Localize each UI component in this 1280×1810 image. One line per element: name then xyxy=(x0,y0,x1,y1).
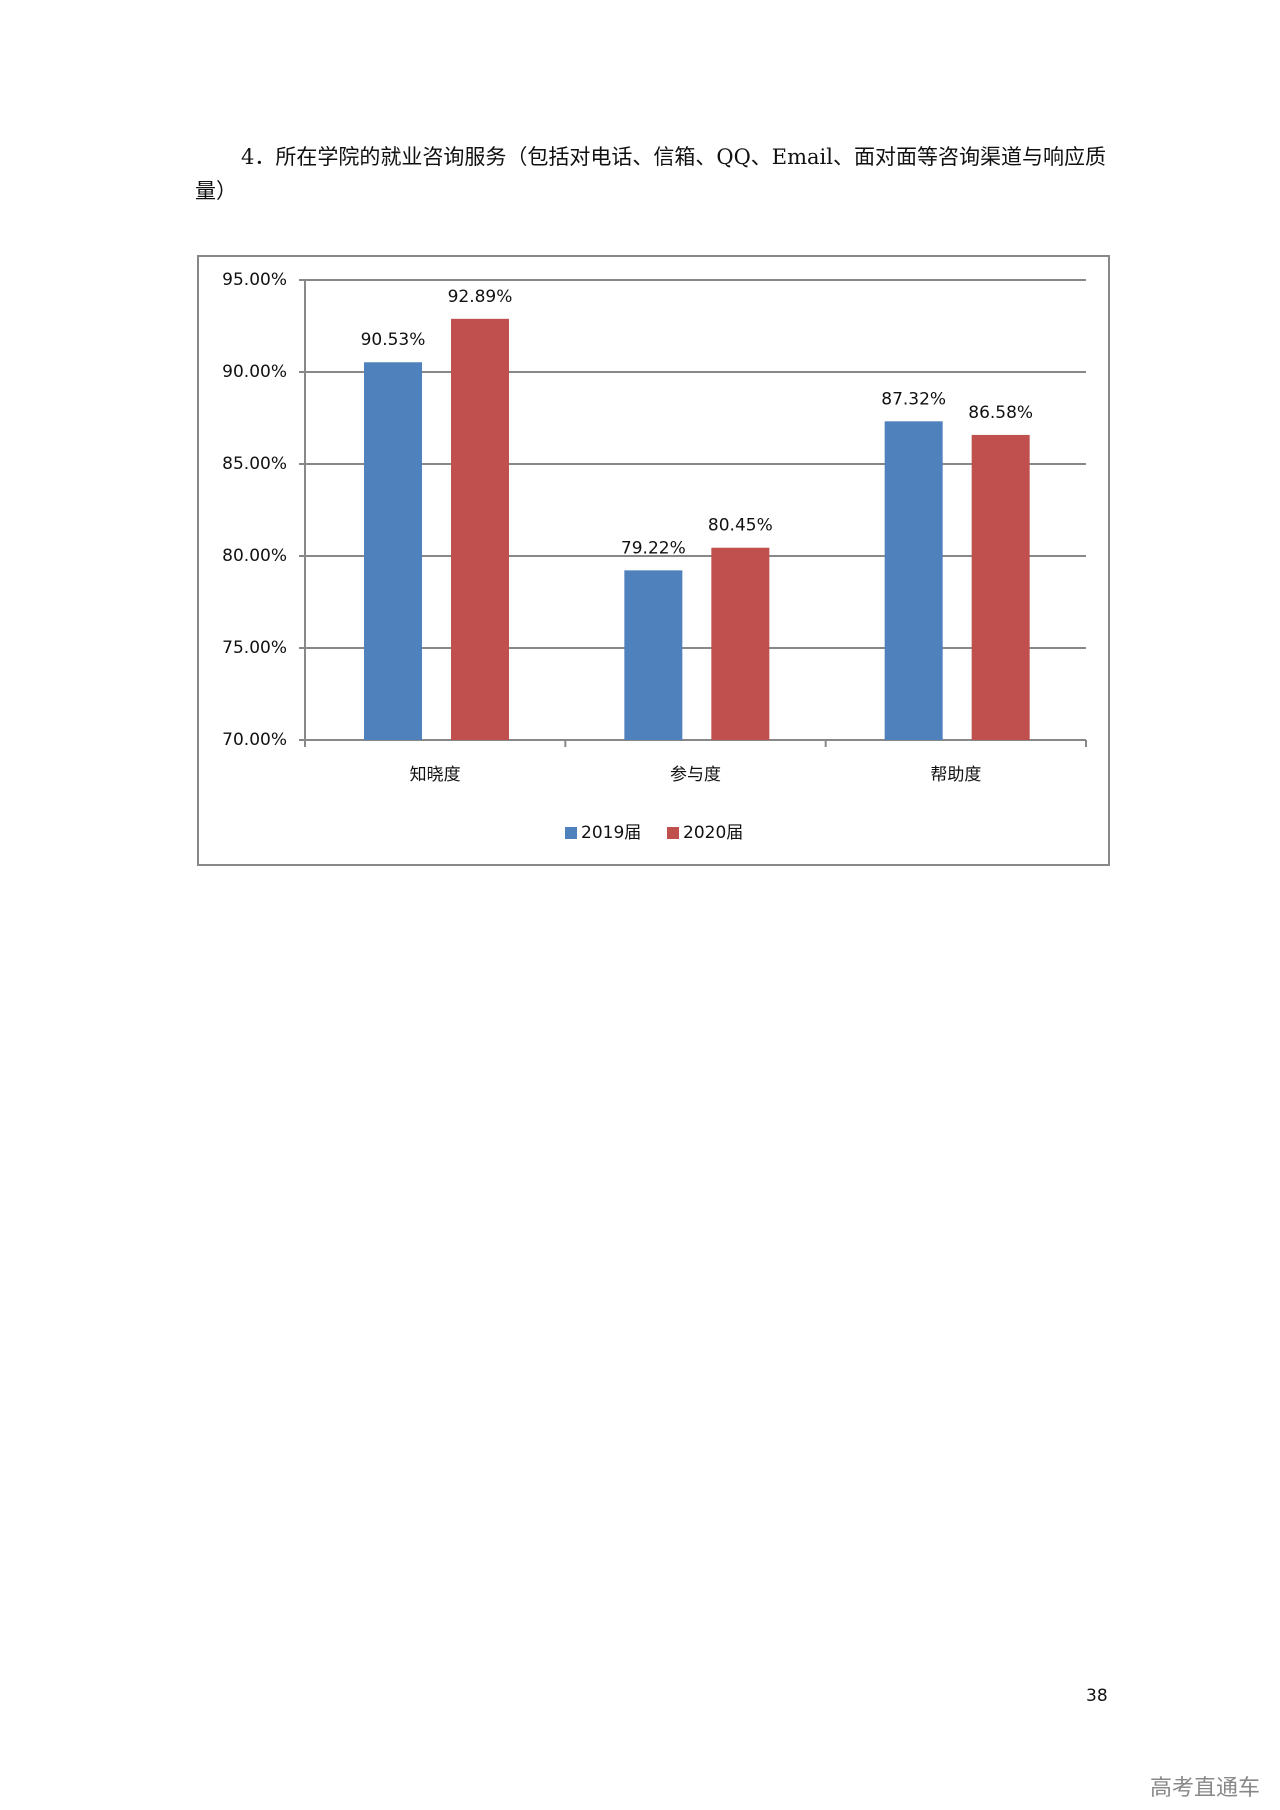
bar xyxy=(364,362,422,740)
y-tick-label: 85.00% xyxy=(222,454,287,474)
y-tick-label: 90.00% xyxy=(222,362,287,382)
bar xyxy=(971,434,1030,740)
watermark: 高考直通车 xyxy=(1150,1776,1261,1801)
x-tick-label: 参与度 xyxy=(670,765,721,785)
data-label: 86.58% xyxy=(968,403,1033,423)
legend-label: 2020届 xyxy=(683,823,743,843)
bar xyxy=(884,421,943,740)
chart-frame xyxy=(197,255,1110,866)
bar xyxy=(711,547,770,740)
legend-label: 2019届 xyxy=(581,823,641,843)
legend-swatch xyxy=(565,827,577,839)
y-tick-label: 70.00% xyxy=(222,730,287,750)
data-label: 90.53% xyxy=(361,330,426,350)
legend-swatch xyxy=(667,827,679,839)
chart: 70.00% 75.00% 80.00% 85.00% 90.00% 95.00% 知晓度 9… xyxy=(197,255,1110,866)
y-tick-label: 95.00% xyxy=(222,270,287,290)
y-tick-label: 80.00% xyxy=(222,546,287,566)
data-label: 80.45% xyxy=(708,516,773,536)
page-number: 38 xyxy=(1086,1686,1108,1706)
data-label: 79.22% xyxy=(621,538,686,558)
heading: 4．所在学院的就业咨询服务（包括对电话、信箱、QQ、Email、面对面等咨询渠道… xyxy=(195,145,1106,203)
y-tick-label: 75.00% xyxy=(222,638,287,658)
x-tick-label: 知晓度 xyxy=(410,765,461,785)
x-tick-label: 帮助度 xyxy=(930,765,981,785)
data-label: 92.89% xyxy=(448,287,513,307)
bar xyxy=(451,318,509,740)
data-label: 87.32% xyxy=(881,389,946,409)
bar xyxy=(624,570,683,740)
